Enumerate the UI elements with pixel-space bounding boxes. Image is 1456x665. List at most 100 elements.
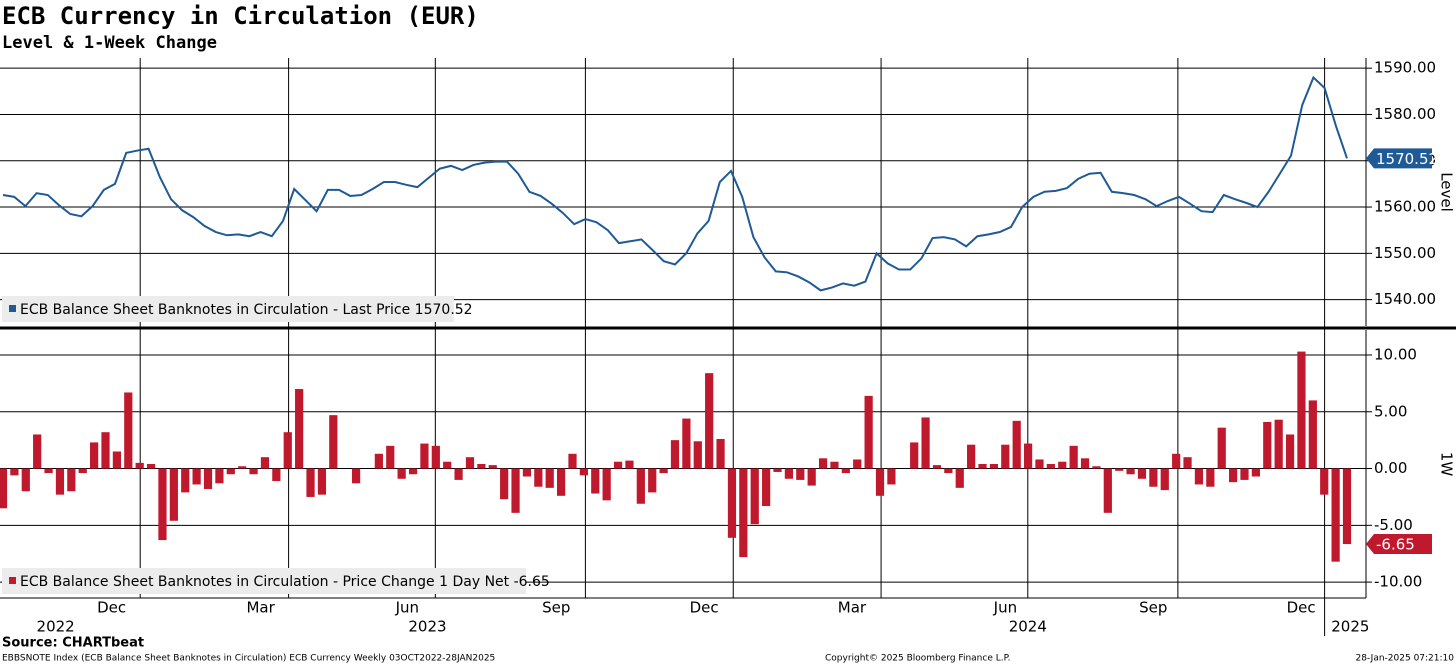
bar <box>557 468 566 496</box>
x-tick-label: Sep <box>542 599 570 617</box>
bar <box>317 468 327 495</box>
bar <box>1080 458 1090 469</box>
bar <box>146 464 156 469</box>
bar <box>67 468 76 492</box>
x-tick-label: Mar <box>246 599 275 617</box>
bar <box>443 461 452 469</box>
y-tick-label: -5.00 <box>1374 516 1413 534</box>
bar <box>238 466 247 469</box>
bar <box>1069 445 1078 469</box>
x-tick-label: Mar <box>838 599 867 617</box>
bar <box>1160 468 1169 491</box>
bar <box>625 460 634 469</box>
y-tick-label: 10.00 <box>1374 345 1417 363</box>
bar <box>386 445 395 469</box>
bar <box>727 468 737 538</box>
bar <box>1263 421 1272 469</box>
y-tick-label: 0.00 <box>1374 459 1407 477</box>
bar <box>682 418 691 469</box>
legend-swatch <box>9 577 16 584</box>
bar <box>431 445 440 469</box>
bar <box>1103 468 1112 513</box>
axis-label: 1W <box>1438 452 1456 477</box>
bar <box>1149 468 1158 487</box>
bar <box>648 468 657 493</box>
bar <box>636 468 645 504</box>
bar <box>135 462 144 469</box>
bar <box>887 468 896 485</box>
bar <box>1217 427 1226 469</box>
bar <box>1001 444 1010 469</box>
bar <box>158 468 167 541</box>
bar <box>796 468 805 480</box>
bar <box>1115 468 1124 471</box>
bar <box>1183 457 1192 469</box>
bar <box>454 468 463 480</box>
bar <box>568 453 577 469</box>
bar <box>1285 434 1295 469</box>
bar <box>169 468 178 521</box>
axis-label: Level <box>1438 172 1456 212</box>
x-tick-label: Dec <box>97 599 126 617</box>
bar <box>910 442 919 469</box>
bar <box>773 468 782 472</box>
bar <box>955 468 964 488</box>
bar <box>591 468 600 494</box>
bar <box>272 468 281 482</box>
bar <box>1229 468 1238 483</box>
y-tick-label: 1550.00 <box>1374 244 1436 262</box>
bar <box>818 458 828 469</box>
bar <box>192 468 201 485</box>
legend-label: ECB Balance Sheet Banknotes in Circulati… <box>20 302 473 318</box>
year-label: 2023 <box>408 618 446 636</box>
bar <box>1023 443 1033 469</box>
bar <box>1137 468 1147 479</box>
bar <box>853 459 862 469</box>
bar <box>864 395 873 469</box>
copyright: Copyright© 2025 Bloomberg Finance L.P. <box>825 654 1010 664</box>
ticker: EBBSNOTE Index (ECB Balance Sheet Bankno… <box>2 654 495 664</box>
bar <box>1206 468 1215 487</box>
bar <box>1035 459 1044 469</box>
y-tick-label: 1560.00 <box>1374 198 1436 216</box>
last-value-tag <box>1366 534 1432 555</box>
bar <box>1172 453 1181 469</box>
bar <box>762 468 771 507</box>
legend-box <box>2 568 526 594</box>
level-line <box>2 75 1348 292</box>
bar <box>750 468 759 525</box>
bar <box>477 464 486 469</box>
bar <box>613 461 623 469</box>
legend-label: ECB Balance Sheet Banknotes in Circulati… <box>20 574 550 590</box>
bar <box>841 468 850 474</box>
bar <box>295 389 304 469</box>
bar <box>1308 400 1317 469</box>
bar <box>306 468 315 497</box>
bar <box>693 441 702 469</box>
chart-subtitle: Level & 1-Week Change <box>2 33 217 53</box>
timestamp: 28-Jan-2025 07:21:10 <box>1355 654 1454 664</box>
bar <box>1012 420 1021 469</box>
bar <box>283 432 292 469</box>
bar <box>784 468 793 479</box>
bar <box>967 444 976 469</box>
bar <box>739 468 748 558</box>
bar <box>90 442 99 469</box>
year-label: 2025 <box>1331 618 1369 636</box>
bar <box>181 468 190 493</box>
last-value-label: -6.65 <box>1376 536 1415 554</box>
bar <box>932 465 942 469</box>
bar <box>830 461 839 469</box>
bar <box>249 468 258 475</box>
year-label: 2024 <box>1009 618 1047 636</box>
bar <box>511 468 520 513</box>
bar <box>1297 351 1306 469</box>
bar <box>21 468 30 492</box>
bar <box>0 468 8 509</box>
bar <box>112 451 121 469</box>
bar <box>716 439 725 469</box>
bar <box>705 373 714 469</box>
bar <box>1194 468 1204 485</box>
last-value-tag <box>1366 148 1432 169</box>
